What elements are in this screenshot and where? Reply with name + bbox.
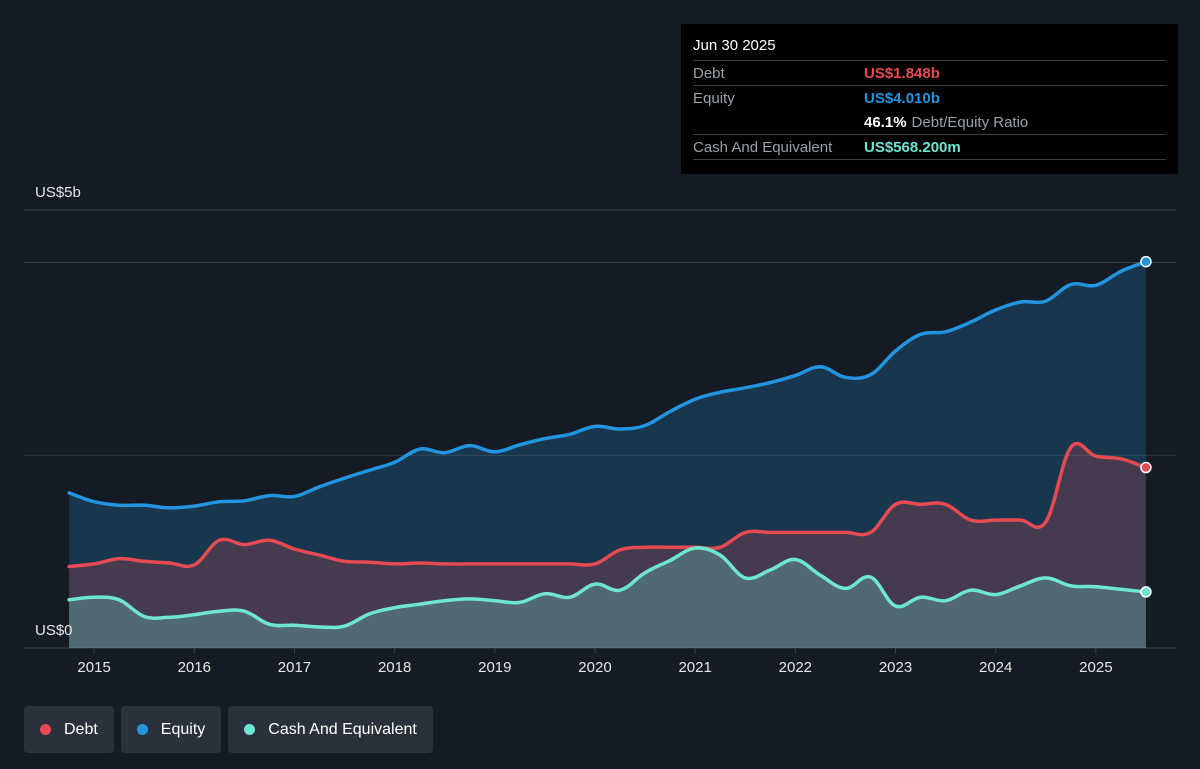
legend-label-equity: Equity — [160, 720, 206, 738]
tooltip-equity-label: Equity — [693, 89, 735, 107]
debt-dot-icon — [40, 724, 51, 735]
x-tick-label-2018: 2018 — [378, 659, 411, 676]
debt-line — [67, 441, 1148, 569]
chart-legend: Debt Equity Cash And Equivalent — [24, 706, 433, 753]
area-layer — [69, 261, 1146, 648]
tooltip-ratio-label: Debt/Equity Ratio — [911, 113, 1029, 131]
x-tick-label-2022: 2022 — [779, 659, 812, 676]
equity-line — [67, 259, 1148, 510]
grid-layer — [24, 209, 1176, 649]
y-axis-min-label: US$0 — [35, 622, 73, 639]
line-layer — [67, 259, 1148, 630]
data-tooltip: Jun 30 2025 Debt US$1.848b Equity US$4.0… — [681, 24, 1178, 174]
legend-item-equity[interactable]: Equity — [120, 706, 222, 753]
equity-end-marker — [1140, 255, 1152, 268]
debt-end-marker — [1140, 461, 1152, 474]
equity-dot-icon — [136, 724, 148, 735]
cash-dot-icon — [244, 724, 256, 735]
x-tick-label-2015: 2015 — [77, 659, 110, 676]
x-tick-label-2019: 2019 — [478, 659, 511, 676]
tooltip-date: Jun 30 2025 — [693, 37, 776, 54]
legend-item-cash[interactable]: Cash And Equivalent — [228, 706, 433, 753]
equity-area — [69, 261, 1146, 648]
cash-line — [67, 546, 1148, 630]
y-axis-max-label: US$5b — [35, 184, 81, 201]
legend-label-debt: Debt — [64, 720, 98, 738]
tooltip-debt-value: US$1.848b — [864, 64, 940, 82]
x-tick-label-2023: 2023 — [879, 659, 912, 676]
tooltip-equity-value: US$4.010b — [864, 89, 940, 107]
tooltip-debt-label: Debt — [693, 64, 725, 82]
end-markers — [1140, 255, 1152, 598]
debt-area — [69, 443, 1146, 648]
x-axis-ticks: 2015 2016 2017 2018 2019 2020 2021 2022 2023 2024… — [77, 648, 1113, 676]
x-tick-label-2020: 2020 — [578, 659, 611, 676]
x-tick-label-2025: 2025 — [1079, 659, 1112, 676]
legend-item-debt[interactable]: Debt — [24, 706, 114, 753]
x-tick-label-2021: 2021 — [678, 659, 711, 676]
x-tick-label-2024: 2024 — [979, 659, 1012, 676]
x-tick-label-2016: 2016 — [178, 659, 211, 676]
tooltip-ratio-value: 46.1% — [864, 113, 907, 131]
legend-label-cash: Cash And Equivalent — [268, 720, 417, 738]
cash-area — [69, 547, 1146, 648]
tooltip-cash-value: US$568.200m — [864, 138, 961, 156]
cash-end-marker — [1140, 586, 1152, 598]
x-tick-label-2017: 2017 — [278, 659, 311, 676]
tooltip-cash-label: Cash And Equivalent — [693, 138, 833, 156]
